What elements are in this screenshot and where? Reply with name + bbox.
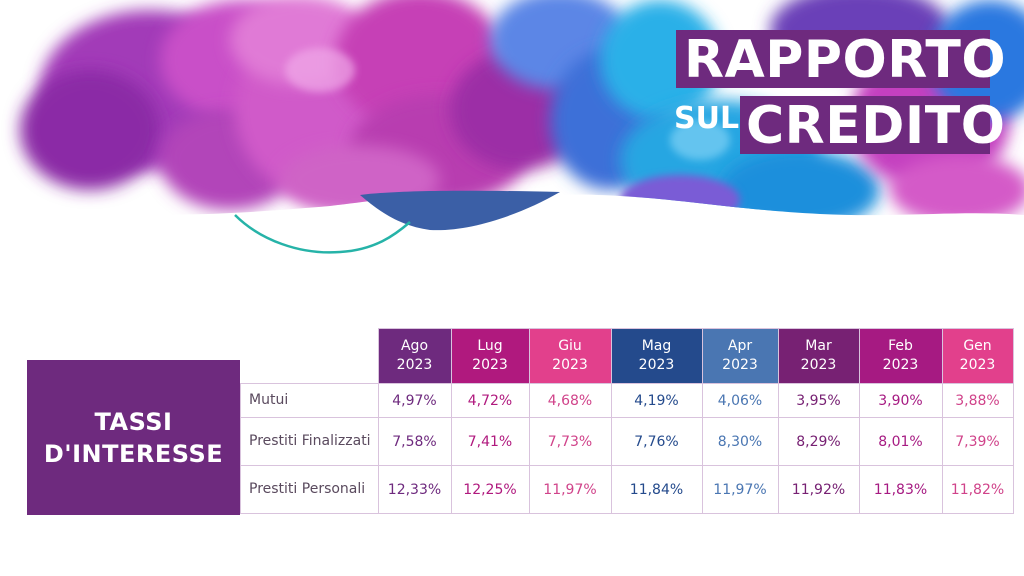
teal-wave-line (234, 214, 411, 254)
rate-cell: 8,29% (777, 417, 860, 466)
rate-cell: 12,33% (377, 465, 452, 514)
title-sul: SUL (674, 101, 740, 136)
column-header: Giu 2023 (528, 328, 612, 384)
interest-rates-label-line2: D'INTERESSE (43, 439, 224, 468)
rate-cell: 8,30% (701, 417, 779, 466)
rate-cell: 8,01% (858, 417, 943, 466)
row-label: Prestiti Personali (240, 465, 379, 514)
column-month: Ago (400, 338, 429, 354)
blue-wave (360, 190, 560, 231)
column-header: Feb 2023 (858, 328, 943, 384)
ink-cloud-illustration (20, 0, 1024, 254)
rate-cell: 7,76% (610, 417, 703, 466)
rate-cell: 11,92% (777, 465, 860, 514)
rate-cell: 7,39% (941, 417, 1014, 466)
rate-cell: 7,58% (377, 417, 452, 466)
column-month: Mar (805, 338, 832, 354)
title-credito: CREDITO (740, 96, 1005, 154)
rate-cell: 3,95% (777, 383, 860, 418)
title-rapporto: RAPPORTO (676, 30, 1006, 88)
column-month: Mag (641, 338, 672, 354)
column-month: Lug (477, 338, 503, 354)
interest-rates-label-line1: TASSI (94, 407, 173, 436)
table-row-mutui: Mutui 4,97% 4,72% 4,68% 4,19% 4,06% 3,95… (240, 383, 1014, 418)
column-header: Mag 2023 (610, 328, 703, 384)
column-year: 2023 (472, 357, 508, 373)
column-header: Lug 2023 (450, 328, 530, 384)
interest-rates-label: TASSI D'INTERESSE (27, 360, 240, 515)
row-label: Mutui (240, 383, 379, 418)
column-month: Giu (558, 338, 582, 354)
hero-ink-artwork (0, 0, 1024, 265)
column-year: 2023 (552, 357, 588, 373)
rate-cell: 4,97% (377, 383, 452, 418)
column-header: Apr 2023 (701, 328, 779, 384)
rate-cell: 7,41% (450, 417, 530, 466)
column-year: 2023 (722, 357, 758, 373)
rate-cell: 3,90% (858, 383, 943, 418)
column-month: Feb (888, 338, 913, 354)
rate-cell: 4,06% (701, 383, 779, 418)
column-month: Gen (963, 338, 992, 354)
table-header-row: Ago 2023 Lug 2023 Giu 2023 Mag 2023 Apr 2023 … (240, 328, 1014, 384)
rate-cell: 4,72% (450, 383, 530, 418)
rate-cell: 7,73% (528, 417, 612, 466)
rate-cell: 11,97% (528, 465, 612, 514)
interest-rates-table: Ago 2023 Lug 2023 Giu 2023 Mag 2023 Apr 2023 … (240, 328, 1014, 514)
rate-cell: 11,83% (858, 465, 943, 514)
column-year: 2023 (882, 357, 919, 373)
table-row-prestiti-finalizzati: Prestiti Finalizzati 7,58% 7,41% 7,73% 7… (240, 417, 1014, 466)
rate-cell: 12,25% (450, 465, 530, 514)
column-year: 2023 (959, 357, 996, 373)
rate-cell: 4,19% (610, 383, 703, 418)
rate-cell: 11,82% (941, 465, 1014, 514)
column-year: 2023 (396, 357, 433, 373)
table-row-prestiti-personali: Prestiti Personali 12,33% 12,25% 11,97% … (240, 465, 1014, 514)
column-header: Gen 2023 (941, 328, 1014, 384)
rate-cell: 11,97% (701, 465, 779, 514)
column-header: Mar 2023 (777, 328, 860, 384)
rate-cell: 11,84% (610, 465, 703, 514)
rate-cell: 3,88% (941, 383, 1014, 418)
row-label: Prestiti Finalizzati (240, 417, 379, 466)
rate-cell: 4,68% (528, 383, 612, 418)
column-header: Ago 2023 (377, 328, 452, 384)
column-month: Apr (727, 338, 753, 354)
column-year: 2023 (638, 357, 675, 373)
column-year: 2023 (800, 357, 837, 373)
header-corner (240, 328, 379, 384)
